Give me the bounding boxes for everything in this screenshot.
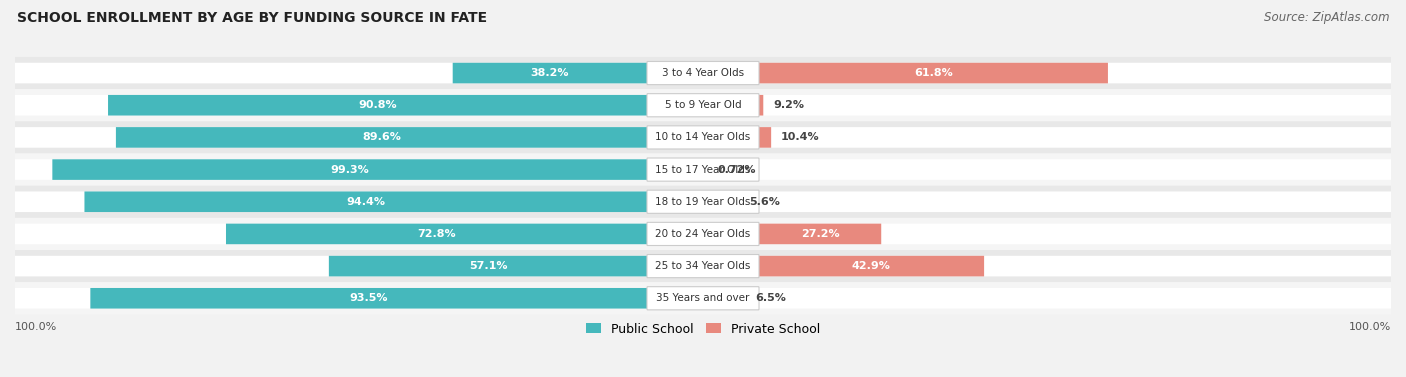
FancyBboxPatch shape [647,61,759,85]
Text: 27.2%: 27.2% [800,229,839,239]
FancyBboxPatch shape [15,57,1391,89]
Text: 61.8%: 61.8% [914,68,953,78]
Text: 10.4%: 10.4% [780,132,820,143]
FancyBboxPatch shape [647,126,759,149]
Text: 94.4%: 94.4% [346,197,385,207]
FancyBboxPatch shape [15,95,1391,115]
FancyBboxPatch shape [703,95,763,115]
Text: 0.72%: 0.72% [717,165,756,175]
Text: 99.3%: 99.3% [330,165,370,175]
Text: 35 Years and over: 35 Years and over [657,293,749,303]
FancyBboxPatch shape [52,159,703,180]
FancyBboxPatch shape [15,256,1391,276]
FancyBboxPatch shape [453,63,703,83]
Text: 89.6%: 89.6% [363,132,401,143]
FancyBboxPatch shape [647,287,759,310]
Text: 93.5%: 93.5% [350,293,388,303]
FancyBboxPatch shape [647,93,759,117]
Legend: Public School, Private School: Public School, Private School [583,320,823,338]
FancyBboxPatch shape [703,127,770,148]
FancyBboxPatch shape [15,192,1391,212]
FancyBboxPatch shape [703,256,984,276]
FancyBboxPatch shape [84,192,703,212]
Text: 100.0%: 100.0% [15,322,58,333]
FancyBboxPatch shape [647,222,759,245]
FancyBboxPatch shape [15,121,1391,153]
Text: 57.1%: 57.1% [468,261,508,271]
FancyBboxPatch shape [647,254,759,278]
FancyBboxPatch shape [703,288,745,308]
Text: 18 to 19 Year Olds: 18 to 19 Year Olds [655,197,751,207]
Text: 42.9%: 42.9% [852,261,891,271]
FancyBboxPatch shape [15,250,1391,282]
Text: 100.0%: 100.0% [1348,322,1391,333]
FancyBboxPatch shape [703,192,740,212]
Text: Source: ZipAtlas.com: Source: ZipAtlas.com [1264,11,1389,24]
FancyBboxPatch shape [703,63,1108,83]
FancyBboxPatch shape [108,95,703,115]
FancyBboxPatch shape [15,185,1391,218]
Text: 15 to 17 Year Olds: 15 to 17 Year Olds [655,165,751,175]
FancyBboxPatch shape [226,224,703,244]
FancyBboxPatch shape [15,63,1391,83]
FancyBboxPatch shape [15,282,1391,314]
Text: 10 to 14 Year Olds: 10 to 14 Year Olds [655,132,751,143]
FancyBboxPatch shape [703,224,882,244]
FancyBboxPatch shape [329,256,703,276]
FancyBboxPatch shape [15,218,1391,250]
Text: 25 to 34 Year Olds: 25 to 34 Year Olds [655,261,751,271]
FancyBboxPatch shape [15,153,1391,185]
FancyBboxPatch shape [15,89,1391,121]
FancyBboxPatch shape [90,288,703,308]
FancyBboxPatch shape [115,127,703,148]
Text: SCHOOL ENROLLMENT BY AGE BY FUNDING SOURCE IN FATE: SCHOOL ENROLLMENT BY AGE BY FUNDING SOUR… [17,11,486,25]
FancyBboxPatch shape [15,127,1391,148]
FancyBboxPatch shape [15,224,1391,244]
Text: 90.8%: 90.8% [359,100,396,110]
FancyBboxPatch shape [647,190,759,213]
Text: 6.5%: 6.5% [755,293,786,303]
Text: 72.8%: 72.8% [418,229,456,239]
Text: 5.6%: 5.6% [749,197,780,207]
FancyBboxPatch shape [15,159,1391,180]
FancyBboxPatch shape [15,288,1391,308]
FancyBboxPatch shape [703,159,707,180]
Text: 20 to 24 Year Olds: 20 to 24 Year Olds [655,229,751,239]
Text: 9.2%: 9.2% [773,100,804,110]
FancyBboxPatch shape [647,158,759,181]
Text: 3 to 4 Year Olds: 3 to 4 Year Olds [662,68,744,78]
Text: 38.2%: 38.2% [530,68,569,78]
Text: 5 to 9 Year Old: 5 to 9 Year Old [665,100,741,110]
